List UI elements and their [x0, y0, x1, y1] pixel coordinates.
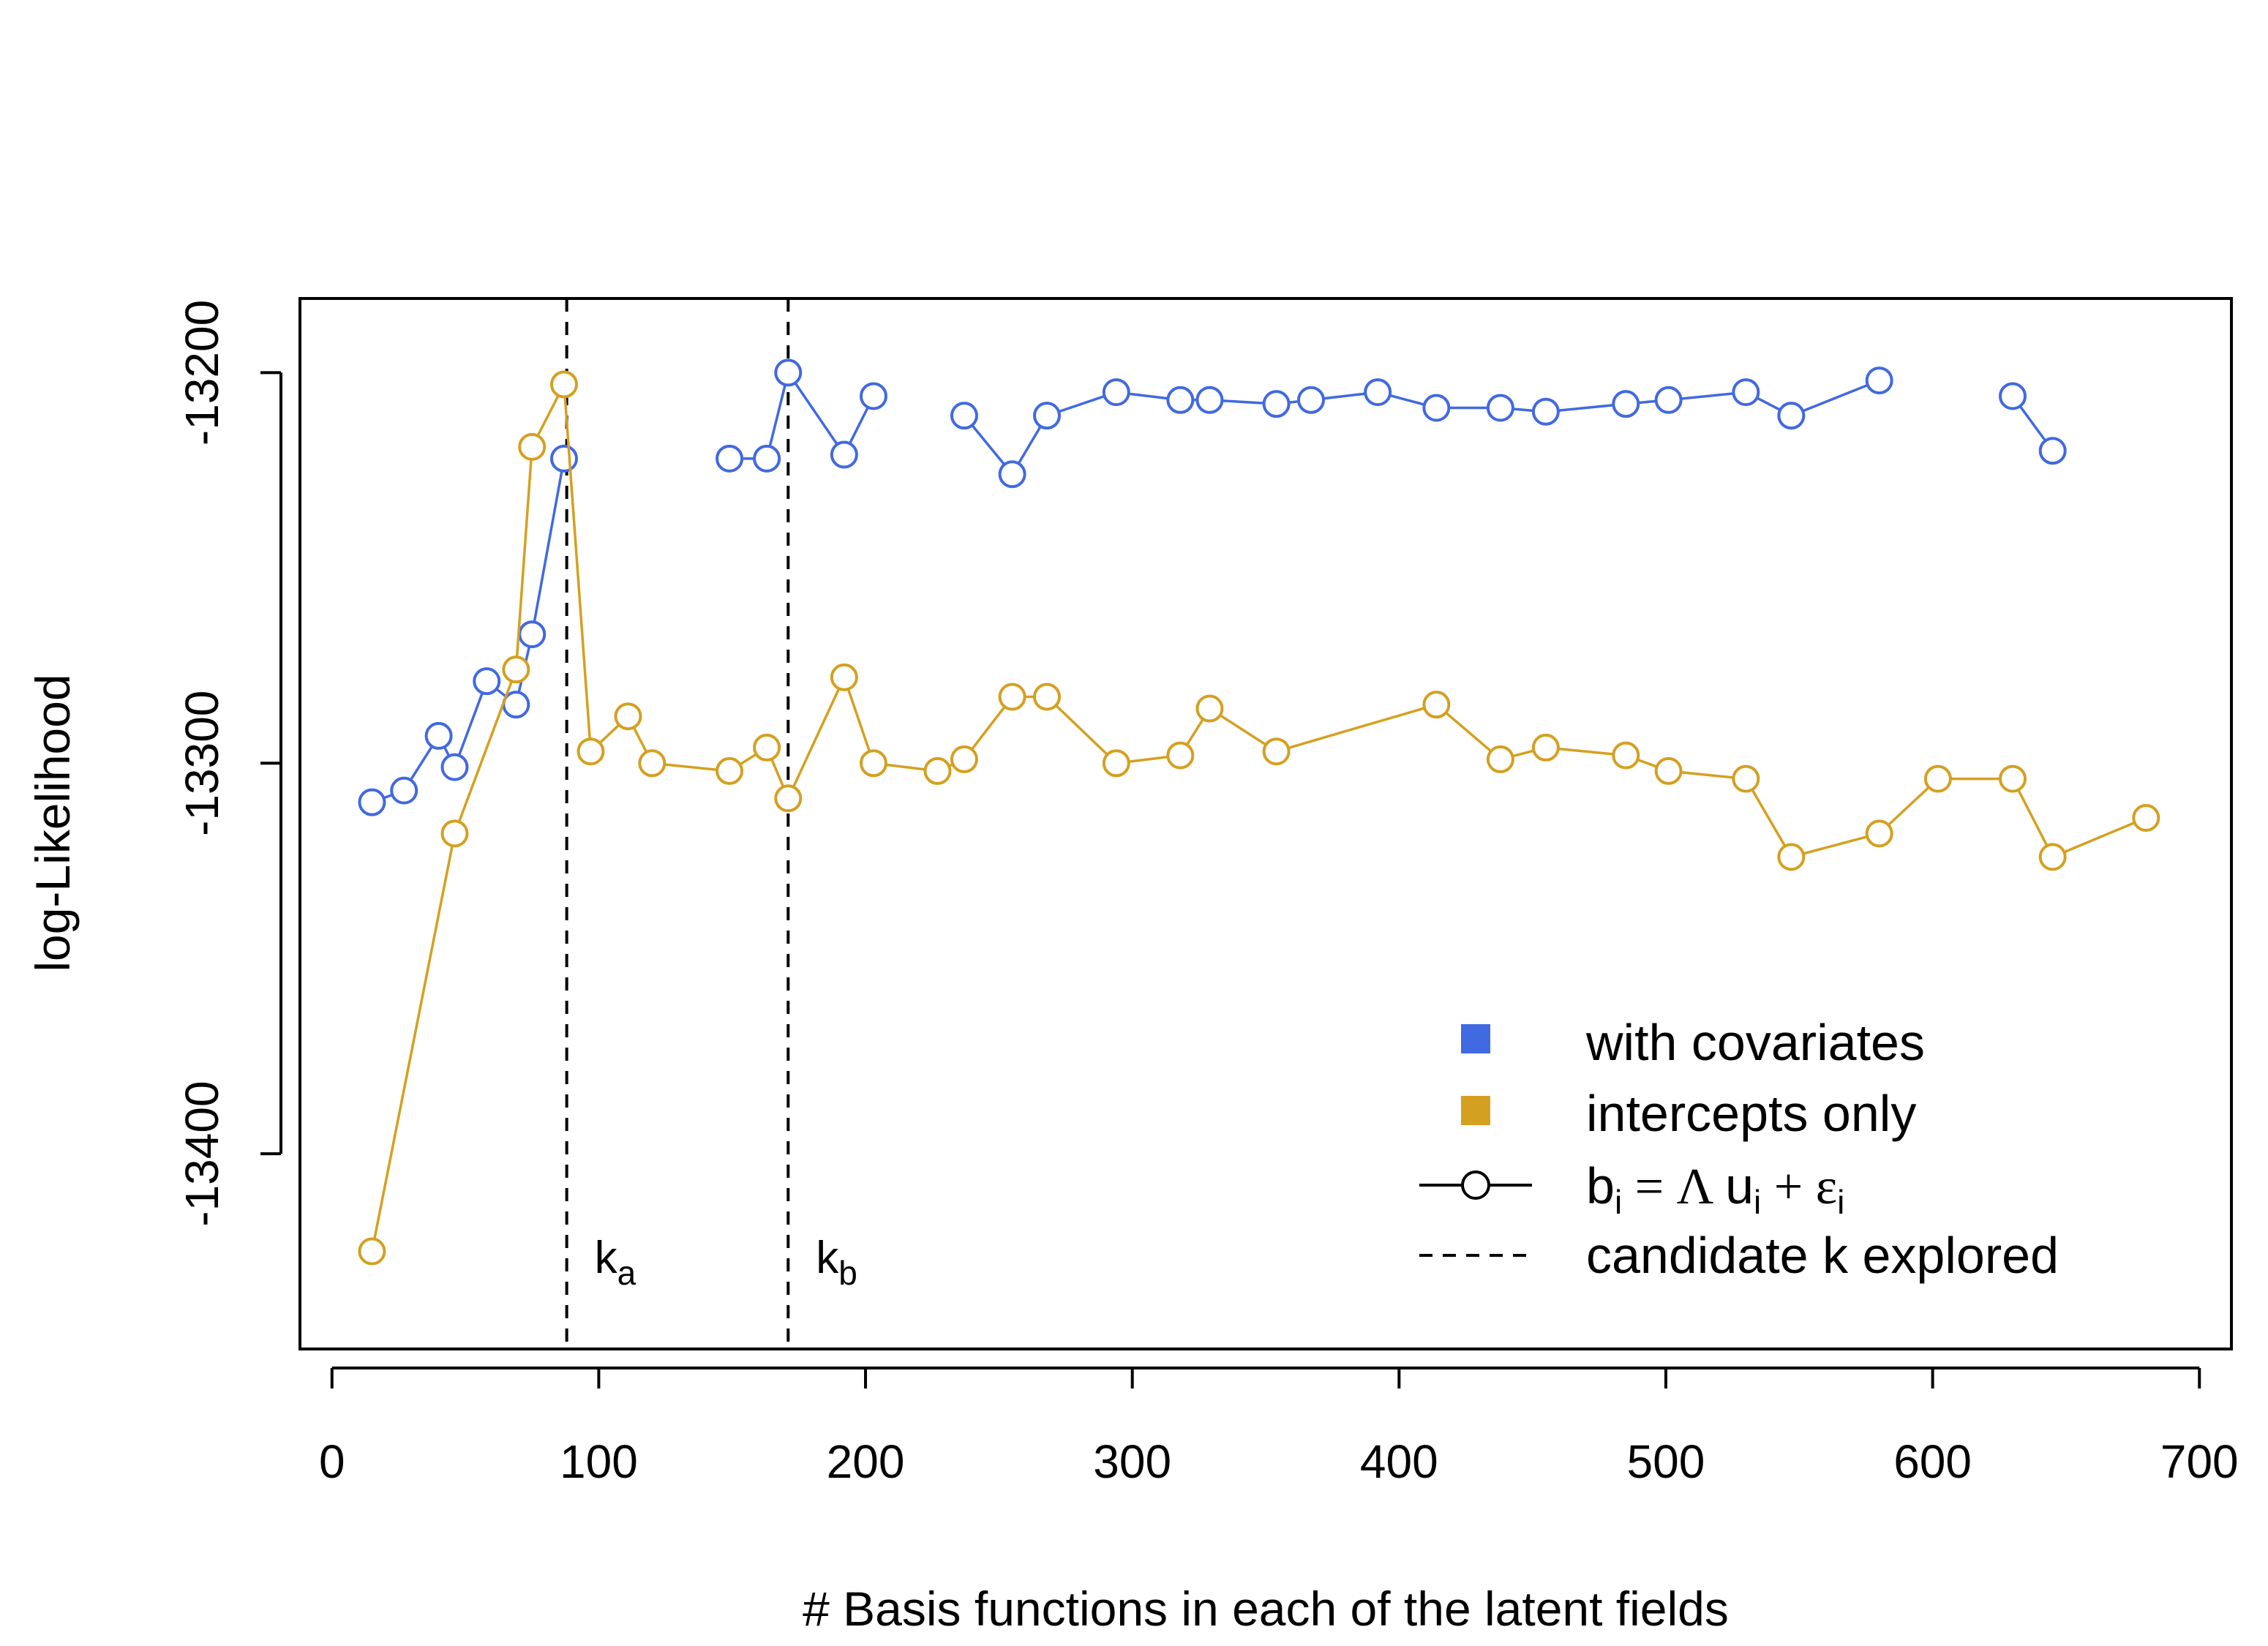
data-point-with-covariates	[1102, 378, 1130, 407]
x-tick-label: 300	[1093, 1435, 1171, 1488]
x-tick-label: 500	[1627, 1435, 1705, 1488]
x-tick-label: 700	[2160, 1435, 2239, 1488]
data-point-intercepts-only	[716, 756, 744, 785]
data-point-with-covariates	[1364, 378, 1392, 407]
data-point-with-covariates	[1422, 394, 1451, 422]
data-point-with-covariates	[950, 402, 978, 430]
legend-circle-symbol	[1461, 1170, 1490, 1200]
data-point-with-covariates	[774, 358, 803, 387]
data-point-with-covariates	[518, 620, 547, 649]
data-point-with-covariates	[424, 721, 453, 750]
y-axis: -13200 -13300 -13400	[176, 300, 282, 1227]
data-point-intercepts-only	[1262, 737, 1291, 766]
data-point-intercepts-only	[1422, 691, 1451, 719]
data-point-with-covariates	[859, 382, 887, 410]
data-point-intercepts-only	[1923, 764, 1952, 793]
data-point-intercepts-only	[502, 655, 530, 684]
data-point-intercepts-only	[1102, 749, 1130, 778]
legend-swatch-with-covariates	[1461, 1024, 1490, 1053]
data-point-with-covariates	[1612, 390, 1640, 418]
data-point-with-covariates	[440, 753, 469, 781]
data-point-intercepts-only	[753, 733, 781, 762]
data-point-intercepts-only	[1195, 694, 1224, 723]
data-point-intercepts-only	[638, 749, 666, 778]
x-tick-label: 100	[560, 1435, 638, 1488]
data-point-with-covariates	[1732, 378, 1760, 407]
data-point-intercepts-only	[1865, 819, 1893, 848]
y-tick-label: -13200	[176, 300, 228, 446]
data-point-with-covariates	[716, 444, 744, 473]
legend-label-with-covariates: with covariates	[1585, 1014, 1925, 1071]
data-point-with-covariates	[1865, 367, 1893, 395]
data-point-with-covariates	[1296, 386, 1325, 414]
candidate-k-label: kb	[816, 1233, 857, 1292]
data-point-with-covariates	[1486, 394, 1514, 422]
y-tick-label: -13400	[176, 1081, 228, 1226]
data-point-with-covariates	[390, 776, 418, 805]
x-tick-label: 0	[319, 1435, 345, 1488]
data-point-intercepts-only	[1531, 733, 1560, 762]
data-point-intercepts-only	[358, 1237, 386, 1266]
data-point-intercepts-only	[774, 784, 803, 813]
data-point-with-covariates	[473, 667, 501, 696]
data-point-with-covariates	[830, 440, 858, 469]
data-point-with-covariates	[1777, 402, 1806, 430]
x-tick-label: 400	[1360, 1435, 1438, 1488]
data-point-intercepts-only	[1998, 764, 2027, 793]
x-tick-label: 600	[1893, 1435, 1972, 1488]
x-tick-label: 200	[827, 1435, 905, 1488]
y-tick-label: -13300	[176, 691, 228, 836]
data-point-intercepts-only	[1032, 683, 1061, 711]
data-point-with-covariates	[1032, 402, 1061, 430]
data-point-with-covariates	[358, 788, 386, 816]
data-point-with-covariates	[1531, 397, 1560, 426]
data-point-with-covariates	[1262, 390, 1291, 418]
data-point-with-covariates	[753, 444, 781, 473]
data-point-intercepts-only	[859, 749, 887, 778]
data-point-intercepts-only	[830, 663, 858, 691]
data-point-intercepts-only	[1166, 741, 1195, 770]
data-point-intercepts-only	[614, 702, 642, 731]
data-point-intercepts-only	[440, 819, 469, 848]
data-point-intercepts-only	[518, 432, 547, 461]
data-point-intercepts-only	[1612, 741, 1640, 770]
data-point-with-covariates	[2038, 437, 2067, 465]
y-axis-title: log-Likelihood	[26, 674, 80, 972]
data-point-intercepts-only	[2038, 843, 2067, 871]
data-point-intercepts-only	[998, 683, 1026, 711]
legend-swatch-intercepts-only	[1461, 1096, 1490, 1125]
candidate-k-label: ka	[595, 1233, 637, 1292]
data-point-intercepts-only	[1486, 745, 1514, 773]
data-point-intercepts-only	[1654, 756, 1683, 785]
data-point-with-covariates	[998, 460, 1026, 489]
data-point-intercepts-only	[577, 737, 605, 766]
data-point-intercepts-only	[2132, 803, 2160, 832]
data-point-intercepts-only	[923, 756, 952, 785]
data-point-with-covariates	[1166, 386, 1195, 414]
data-point-intercepts-only	[950, 745, 978, 773]
data-point-with-covariates	[1654, 386, 1683, 414]
x-axis-title: # Basis functions in each of the latent …	[803, 1582, 1729, 1636]
data-point-with-covariates	[1195, 386, 1224, 414]
legend-label-intercepts-only: intercepts only	[1586, 1085, 1916, 1142]
data-point-intercepts-only	[1732, 764, 1760, 793]
plot-frame	[298, 297, 2233, 1350]
data-point-intercepts-only	[1777, 843, 1806, 871]
legend: with covariates intercepts only bi = Λ u…	[1419, 1014, 2059, 1284]
legend-label-equation: bi = Λ ui + εi	[1586, 1157, 1844, 1221]
data-point-with-covariates	[1998, 382, 2027, 410]
data-point-with-covariates	[549, 444, 578, 473]
data-point-intercepts-only	[549, 370, 578, 399]
series-lines	[358, 358, 2160, 1266]
x-axis: 0 100 200 300 400 500 600 700	[319, 1367, 2239, 1488]
candidate-k-lines: ka kb	[565, 298, 857, 1349]
legend-label-candidate-k: candidate k explored	[1586, 1227, 2059, 1284]
